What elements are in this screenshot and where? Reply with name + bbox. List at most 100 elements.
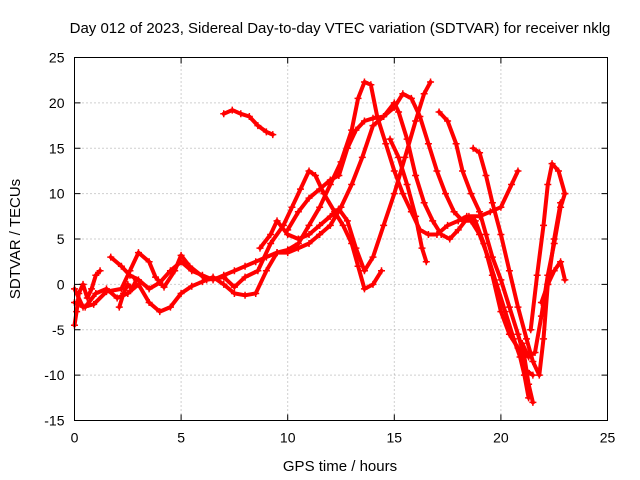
series-arc-12 [537,258,569,307]
data-point [166,303,174,311]
data-point [352,126,360,134]
data-point [177,258,185,266]
data-point [305,221,313,229]
data-point [401,153,409,161]
data-point [444,117,452,125]
data-point [145,258,153,266]
data-point [433,167,441,175]
data-point [254,267,262,275]
series-layer [71,78,569,406]
data-point [316,230,324,238]
data-point [510,335,518,343]
data-point [561,190,569,198]
data-point [518,339,526,347]
data-point [369,114,377,122]
data-point [262,128,270,136]
data-point [79,280,87,288]
data-point [335,171,343,179]
data-point [399,90,407,98]
data-point [237,110,245,118]
data-point [252,258,260,266]
data-point [486,208,494,216]
data-point [403,181,411,189]
data-point [407,94,415,102]
data-point [412,171,420,179]
data-point [160,283,168,291]
data-point [497,230,505,238]
series-arc-6 [386,135,430,266]
y-tick-label: 25 [49,50,65,66]
data-point [420,90,428,98]
data-point [124,280,132,288]
data-point [117,262,125,270]
data-point [544,181,552,189]
data-point [273,217,281,225]
chart-title: Day 012 of 2023, Sidereal Day-to-day VTE… [70,20,611,37]
x-axis-label: GPS time / hours [283,458,397,475]
data-point [514,167,522,175]
data-point [465,212,473,220]
data-point [132,276,140,284]
data-point [96,267,104,275]
data-point [188,282,196,290]
x-tick-label: 10 [280,430,296,446]
data-point [230,283,238,291]
x-tick-label: 25 [600,430,616,446]
data-point [529,358,537,366]
data-point [557,203,565,211]
data-point [126,271,134,279]
data-point [241,273,249,281]
data-point [166,267,174,275]
data-point [367,81,375,89]
data-point [390,167,398,175]
series-line [108,91,531,400]
y-tick-label: -10 [44,367,64,383]
data-point [550,267,558,275]
data-point [501,308,509,316]
data-point [514,330,522,338]
data-point [326,221,334,229]
data-point [145,299,153,307]
data-point [412,212,420,220]
series-arc-14 [115,276,140,311]
data-point [75,289,83,297]
data-point [352,244,360,252]
data-point [284,230,292,238]
data-point [399,190,407,198]
data-point [533,271,541,279]
tick-labels: 0 5 10 15 20 25 -15 -10 -5 0 5 10 15 20 25 [44,50,615,446]
data-point [245,112,253,120]
data-point [220,271,228,279]
data-point [467,190,475,198]
x-tick-label: 15 [387,430,403,446]
data-point [535,371,543,379]
data-point [209,276,217,284]
data-point [360,267,368,275]
data-point [107,253,115,261]
data-point [102,285,110,293]
data-point [267,240,275,248]
data-point [156,308,164,316]
data-point [241,291,249,299]
data-point [482,230,490,238]
series-arc-7 [220,106,277,139]
data-point [369,280,377,288]
data-point [369,122,377,130]
data-point [152,273,160,281]
data-point [326,176,334,184]
data-point [561,276,569,284]
data-point [378,267,386,275]
data-point [115,303,123,311]
series-arc-8 [435,108,537,406]
data-point [435,108,443,116]
series-arc-4 [284,99,522,243]
data-point [497,276,505,284]
data-point [427,78,435,86]
grid [74,57,608,421]
data-point [537,299,545,307]
data-point [493,280,501,288]
data-point [380,112,388,120]
data-point [316,185,324,193]
x-tick-label: 20 [493,430,509,446]
